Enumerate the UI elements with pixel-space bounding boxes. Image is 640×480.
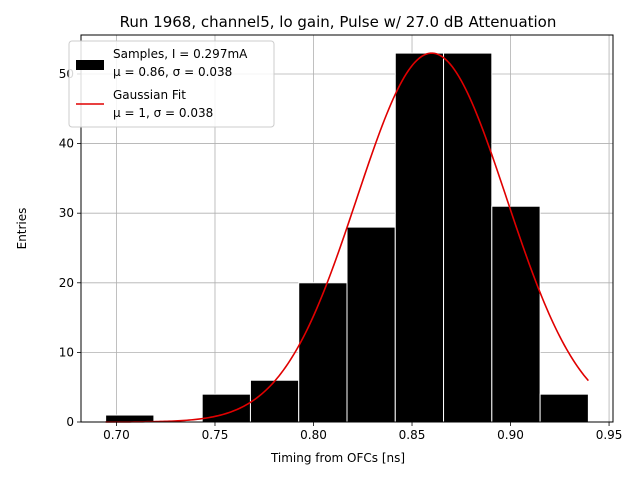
legend-box <box>68 40 275 128</box>
legend-samples-label: Samples, I = 0.297mA <box>113 47 248 61</box>
x-tick-label: 0.95 <box>596 428 623 442</box>
y-tick-label: 10 <box>59 345 74 359</box>
histogram-bar <box>443 52 493 423</box>
histogram-bar <box>346 226 396 423</box>
y-tick-label: 20 <box>59 276 74 290</box>
x-tick-label: 0.80 <box>300 428 327 442</box>
x-tick-label: 0.70 <box>103 428 130 442</box>
plot-frame <box>80 34 614 423</box>
y-tick-label: 0 <box>66 415 74 429</box>
histogram-bar <box>298 282 348 423</box>
legend-fit-label: Gaussian Fit <box>113 88 186 102</box>
histogram-bar <box>491 205 541 423</box>
legend-fit-stats: μ = 1, σ = 0.038 <box>113 106 213 120</box>
histogram-bar <box>394 52 445 423</box>
histogram-bar <box>249 379 300 423</box>
x-axis-label: Timing from OFCs [ns] <box>270 451 405 465</box>
x-tick-label: 0.90 <box>497 428 524 442</box>
chart-title: Run 1968, channel5, lo gain, Pulse w/ 27… <box>120 13 557 31</box>
legend-samples-stats: μ = 0.86, σ = 0.038 <box>113 65 232 79</box>
legend: Samples, I = 0.297mA μ = 0.86, σ = 0.038… <box>68 40 275 128</box>
x-axis-ticks: 0.70 0.75 0.80 0.85 0.90 0.95 <box>103 422 622 442</box>
fit-curve-layer <box>105 52 589 423</box>
legend-samples-swatch <box>76 60 104 70</box>
histogram-bars <box>105 52 589 423</box>
x-tick-label: 0.85 <box>399 428 426 442</box>
y-axis-label: Entries <box>15 208 29 250</box>
histogram-bar <box>539 393 589 423</box>
y-tick-label: 40 <box>59 137 74 151</box>
x-tick-label: 0.75 <box>202 428 229 442</box>
y-tick-label: 30 <box>59 206 74 220</box>
gaussian-fit-curve <box>105 52 589 423</box>
